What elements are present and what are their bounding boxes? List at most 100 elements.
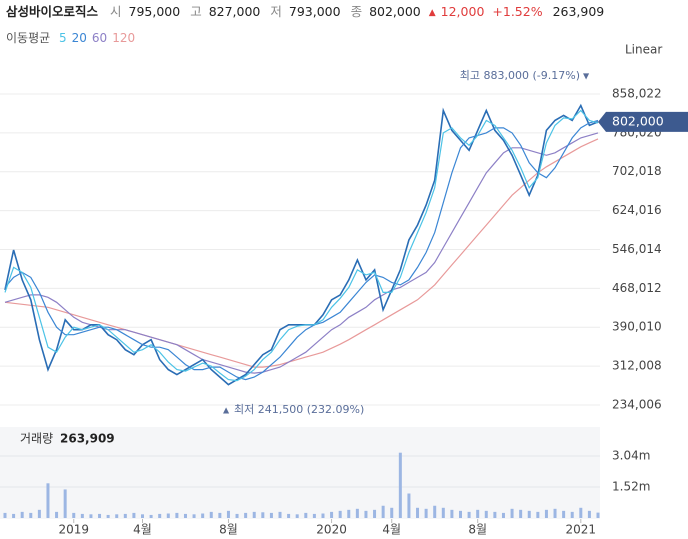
- volume-bar: [244, 512, 248, 518]
- volume-bar: [536, 511, 540, 518]
- volume-bar: [364, 510, 368, 518]
- series-line: [4, 138, 599, 368]
- volume-bar: [398, 452, 402, 518]
- close: 802,000: [369, 4, 421, 19]
- volume-bar: [519, 509, 523, 518]
- series-line: [4, 103, 599, 386]
- volume-bar: [209, 511, 213, 518]
- volume-bar: [37, 509, 41, 518]
- volume-bar: [355, 508, 359, 518]
- volume-bar: [132, 512, 136, 518]
- volume-bar: [226, 510, 230, 518]
- volume-bar: [347, 509, 351, 518]
- x-tick-label: 2021: [566, 523, 597, 537]
- volume-bar: [158, 513, 162, 518]
- volume-bar: [493, 511, 497, 518]
- volume-bar: [312, 513, 316, 518]
- volume-bar: [407, 493, 411, 518]
- y-tick-label: 390,010: [612, 320, 662, 334]
- y-tick-label: 546,014: [612, 242, 662, 256]
- change: 12,000: [441, 4, 485, 19]
- volume-bar: [390, 507, 394, 518]
- price-tag-label: 802,000: [612, 113, 664, 128]
- ma-label: 이동평균: [6, 31, 50, 45]
- volume-bar: [149, 514, 153, 518]
- volume-bar: [89, 514, 93, 518]
- volume-bar: [269, 512, 273, 518]
- volume-bar: [527, 510, 531, 518]
- low-marker: ▲: [223, 406, 230, 415]
- high: 827,000: [209, 4, 261, 19]
- price-tag: [598, 111, 688, 132]
- high-marker: ▼: [583, 72, 590, 81]
- volume-bar: [72, 512, 76, 518]
- volume-bar: [63, 489, 67, 518]
- stock-name: 삼성바이오로직스: [6, 4, 99, 19]
- y-tick-label: 3.04m: [612, 448, 650, 462]
- volume-bar: [450, 509, 454, 518]
- y-tick-label: 1.52m: [612, 479, 650, 493]
- legend-entry: 20: [72, 31, 87, 45]
- volume-bar: [570, 511, 574, 518]
- volume-panel: [0, 427, 600, 519]
- y-tick-label: 858,022: [612, 86, 662, 100]
- y-tick-label: 234,006: [612, 397, 662, 411]
- volume-bar: [441, 507, 445, 518]
- volume-bar: [476, 509, 480, 518]
- volume-bar: [295, 514, 299, 518]
- x-tick-label: 8월: [219, 523, 238, 537]
- volume-bar: [123, 513, 127, 518]
- volume-bar: [381, 505, 385, 518]
- volume-bar: [166, 513, 170, 518]
- volume-bar: [484, 510, 488, 518]
- volume-bar: [55, 511, 59, 518]
- x-tick-label: 4월: [133, 523, 152, 537]
- legend-entry: 120: [112, 31, 135, 45]
- legend-entry: 5: [59, 31, 67, 45]
- volume-bar: [278, 511, 282, 518]
- header: 삼성바이오로직스 시 795,000 고 827,000 저 793,000 종…: [6, 4, 604, 19]
- volume-bar: [141, 514, 145, 518]
- volume-bar: [261, 512, 265, 518]
- change-pct: +1.52%: [492, 4, 542, 19]
- low-annotation: 최저 241,500 (232.09%): [234, 403, 364, 416]
- volume-bar: [12, 513, 16, 518]
- volume-bar: [183, 513, 187, 518]
- volume-bar: [287, 513, 291, 518]
- volume-bar: [579, 507, 583, 518]
- volume: 263,909: [553, 4, 605, 19]
- y-tick-label: 312,008: [612, 359, 662, 373]
- open: 795,000: [129, 4, 181, 19]
- volume-bar: [46, 483, 50, 518]
- volume-bar: [553, 508, 557, 518]
- volume-bar: [467, 511, 471, 518]
- volume-value: 263,909: [60, 432, 115, 446]
- close-label: 종: [351, 4, 363, 19]
- volume-bar: [321, 513, 325, 518]
- volume-bar: [3, 512, 7, 518]
- volume-bar: [80, 513, 84, 518]
- x-tick-label: 8월: [468, 523, 487, 537]
- volume-bar: [338, 510, 342, 518]
- x-tick-label: 4월: [382, 523, 401, 537]
- volume-bar: [433, 505, 437, 518]
- y-tick-label: 702,018: [612, 164, 662, 178]
- volume-title: 거래량: [20, 432, 53, 446]
- volume-bar: [373, 509, 377, 518]
- volume-bar: [201, 513, 205, 518]
- volume-bar: [562, 510, 566, 518]
- volume-bar: [458, 510, 462, 518]
- low: 793,000: [289, 4, 341, 19]
- open-label: 시: [110, 4, 122, 19]
- volume-bar: [252, 511, 256, 518]
- volume-bar: [192, 514, 196, 518]
- volume-bar: [596, 512, 600, 518]
- volume-bar: [416, 507, 420, 518]
- y-tick-label: 624,016: [612, 203, 662, 217]
- legend-entry: 60: [92, 31, 107, 45]
- volume-bar: [501, 512, 505, 518]
- high-annotation: 최고 883,000 (-9.17%): [460, 69, 580, 82]
- y-tick-label: 468,012: [612, 281, 662, 295]
- volume-bar: [29, 512, 33, 518]
